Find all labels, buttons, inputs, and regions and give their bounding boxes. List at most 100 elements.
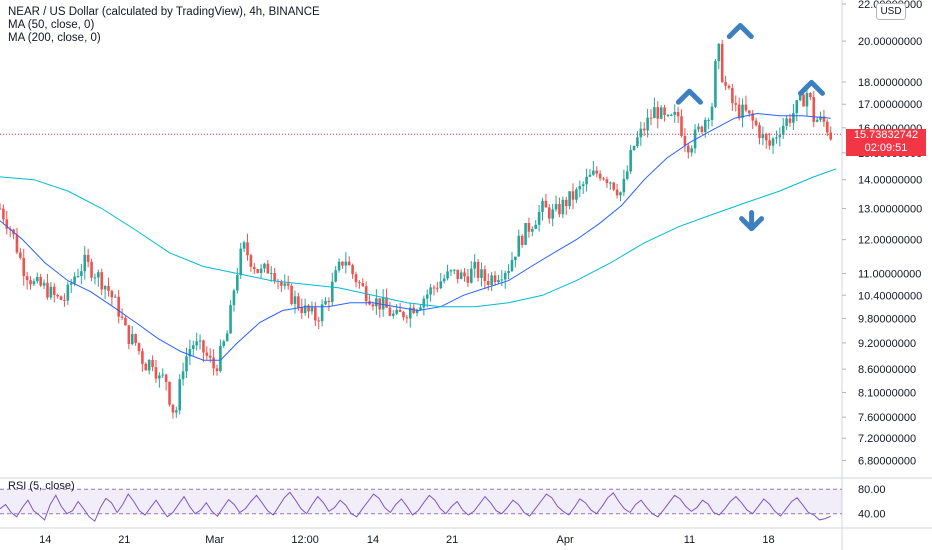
rsi-legend[interactable]: RSI (5, close) <box>8 480 75 492</box>
candle-body <box>595 170 599 174</box>
candle-body <box>2 208 5 220</box>
candle-body <box>781 125 785 135</box>
candle-body <box>361 283 365 287</box>
candle-body <box>130 334 134 345</box>
rsi-level-label: 40.00 <box>858 509 886 521</box>
y-tick-label: 18.00000000 <box>858 77 922 89</box>
candle-body <box>344 261 348 266</box>
candle-body <box>215 368 219 372</box>
candle-body <box>392 313 395 316</box>
candle-body <box>405 317 409 319</box>
x-tick-label: 14 <box>367 534 379 546</box>
chart-title[interactable]: NEAR / US Dollar (calculated by TradingV… <box>8 6 320 18</box>
y-tick-label: 8.10000000 <box>858 387 916 399</box>
candle-body <box>609 182 612 184</box>
candle-body <box>788 118 792 123</box>
y-tick-label: 17.00000000 <box>858 99 922 111</box>
y-tick-label: 7.20000000 <box>858 433 916 445</box>
x-tick-label: Apr <box>557 534 574 546</box>
legend-ma50[interactable]: MA (50, close, 0) <box>8 19 95 31</box>
candle-body <box>446 271 449 279</box>
candle-body <box>29 280 32 285</box>
candle-body <box>358 282 361 284</box>
candle-body <box>161 374 165 376</box>
candle-body <box>724 81 727 86</box>
candle-body <box>764 134 768 141</box>
chevron-up-icon <box>726 23 754 40</box>
candle-body <box>412 307 415 314</box>
candle-body <box>632 146 636 150</box>
candle-body <box>541 200 544 212</box>
candle-body <box>341 261 344 266</box>
candle-body <box>731 87 734 104</box>
candle-body <box>436 287 439 289</box>
candle-body <box>697 126 700 130</box>
y-tick-label: 13.00000000 <box>858 204 922 216</box>
candle-body <box>514 256 517 261</box>
candle-body <box>66 284 70 301</box>
candle-body <box>714 61 717 107</box>
candle-body <box>659 107 663 119</box>
candle-body <box>581 184 585 187</box>
y-tick-label: 6.80000000 <box>858 455 916 467</box>
candle-body <box>490 275 493 285</box>
y-tick-label: 12.00000000 <box>858 235 922 247</box>
ma200-line <box>0 168 837 308</box>
candle-body <box>198 340 202 342</box>
y-tick-label: 10.40000000 <box>858 290 922 302</box>
candle-body <box>178 379 182 411</box>
x-tick-label: Mar <box>205 534 224 546</box>
candle-body <box>408 307 412 319</box>
candle-body <box>402 312 405 318</box>
candle-body <box>466 276 470 283</box>
candle-body <box>144 363 148 371</box>
candle-body <box>134 334 137 344</box>
candle-body <box>527 223 531 232</box>
candle-body <box>185 356 188 372</box>
candle-body <box>710 106 714 120</box>
candle-body <box>656 107 660 119</box>
candle-body <box>649 117 653 119</box>
candle-body <box>35 276 39 282</box>
candle-body <box>151 359 154 368</box>
candle-body <box>164 374 168 382</box>
chart-legend: NEAR / US Dollar (calculated by TradingV… <box>8 6 320 45</box>
candle-body <box>520 235 524 245</box>
candle-body <box>249 255 253 267</box>
candle-body <box>507 271 510 273</box>
candle-body <box>5 219 9 229</box>
candle-body <box>646 117 649 131</box>
candle-body <box>297 296 300 308</box>
candle-body <box>605 179 609 184</box>
candle-body <box>232 290 236 306</box>
candle-body <box>395 309 399 314</box>
candle-body <box>554 204 558 210</box>
candle-body <box>191 345 195 349</box>
chevron-up-icon <box>797 79 825 96</box>
candle-body <box>517 235 521 257</box>
candle-body <box>266 263 270 274</box>
candle-body <box>751 113 755 121</box>
candle-body <box>307 305 310 312</box>
candle-body <box>280 281 283 286</box>
last-price-tag: 15.73832742 02:09:51 <box>846 129 926 156</box>
candle-body <box>625 171 629 179</box>
candle-body <box>676 111 680 117</box>
candle-body <box>459 272 463 280</box>
candle-body <box>727 85 731 88</box>
currency-badge[interactable]: USD <box>876 3 906 20</box>
candle-body <box>293 296 297 305</box>
legend-ma200[interactable]: MA (200, close, 0) <box>8 32 101 44</box>
x-tick-label: 21 <box>446 534 458 546</box>
candle-body <box>195 341 198 346</box>
candle-body <box>22 257 26 277</box>
candle-body <box>792 113 795 123</box>
x-tick-label: 21 <box>118 534 130 546</box>
last-price-value: 15.73832742 <box>853 129 919 141</box>
candle-body <box>592 170 595 175</box>
candle-body <box>812 97 816 122</box>
candle-body <box>171 404 175 413</box>
candle-body <box>775 137 778 139</box>
candle-body <box>83 254 87 272</box>
